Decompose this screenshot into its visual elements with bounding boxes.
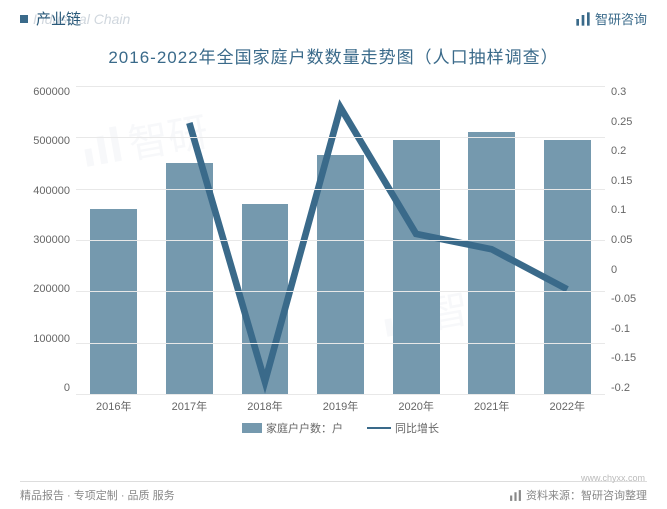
plot xyxy=(76,86,605,394)
x-axis-labels: 2016年2017年2018年2019年2020年2021年2022年 xyxy=(76,398,605,414)
header-left: 产业链 Industrial Chain xyxy=(20,8,130,29)
grid-line xyxy=(76,137,605,138)
footer-source: 资料来源：智研咨询整理 xyxy=(526,487,647,503)
header: 产业链 Industrial Chain 智研咨询 xyxy=(0,0,667,33)
x-tick: 2016年 xyxy=(76,398,152,414)
y-axis-right: 0.3 0.25 0.2 0.15 0.1 0.05 0 -0.05 -0.1 -0.15 -0.2 xyxy=(605,86,647,394)
bar xyxy=(90,209,137,394)
bar xyxy=(393,140,440,394)
bar xyxy=(166,163,213,394)
y-left-tick: 400000 xyxy=(20,185,70,197)
grid-line xyxy=(76,189,605,190)
footer-left: 精品报告 · 专项定制 · 品质 服务 xyxy=(20,487,175,503)
grid-line xyxy=(76,86,605,87)
y-right-tick: -0.15 xyxy=(611,352,647,364)
grid-line xyxy=(76,240,605,241)
legend-item-line: 同比增长 xyxy=(367,420,439,436)
y-right-tick: 0.25 xyxy=(611,116,647,128)
x-tick: 2019年 xyxy=(303,398,379,414)
legend-line-swatch xyxy=(367,427,391,429)
y-left-tick: 300000 xyxy=(20,234,70,246)
legend-line-label: 同比增长 xyxy=(395,420,439,436)
x-tick: 2020年 xyxy=(378,398,454,414)
bar-chart-icon xyxy=(575,11,591,27)
bar-chart-icon xyxy=(509,489,522,502)
header-title-cn: 产业链 xyxy=(36,8,81,29)
y-right-tick: 0 xyxy=(611,264,647,276)
y-right-tick: -0.1 xyxy=(611,323,647,335)
y-left-tick: 100000 xyxy=(20,333,70,345)
bar xyxy=(544,140,591,394)
legend-bar-swatch xyxy=(242,423,262,433)
x-tick: 2022年 xyxy=(529,398,605,414)
brand-name: 智研咨询 xyxy=(595,9,647,28)
x-tick: 2017年 xyxy=(152,398,228,414)
chart-area: 600000 500000 400000 300000 200000 100000 0 0.… xyxy=(20,86,647,436)
y-right-tick: -0.05 xyxy=(611,293,647,305)
bar xyxy=(317,155,364,394)
legend-bar-label: 家庭户户数：户 xyxy=(266,420,343,436)
x-tick: 2018年 xyxy=(227,398,303,414)
footer-right: 资料来源：智研咨询整理 xyxy=(509,487,647,503)
y-right-tick: 0.15 xyxy=(611,175,647,187)
legend: 家庭户户数：户 同比增长 xyxy=(76,420,605,436)
site-url: www.chyxx.com xyxy=(581,473,645,483)
chart-title: 2016-2022年全国家庭户数数量走势图（人口抽样调查） xyxy=(0,43,667,68)
y-right-tick: 0.05 xyxy=(611,234,647,246)
grid-line xyxy=(76,291,605,292)
legend-item-bar: 家庭户户数：户 xyxy=(242,420,343,436)
y-right-tick: 0.2 xyxy=(611,145,647,157)
y-left-tick: 200000 xyxy=(20,283,70,295)
y-right-tick: 0.1 xyxy=(611,204,647,216)
grid-line xyxy=(76,343,605,344)
x-tick: 2021年 xyxy=(454,398,530,414)
footer: 精品报告 · 专项定制 · 品质 服务 资料来源：智研咨询整理 xyxy=(0,481,667,509)
bar xyxy=(468,132,515,394)
y-left-tick: 0 xyxy=(20,382,70,394)
y-axis-left: 600000 500000 400000 300000 200000 100000 0 xyxy=(20,86,76,394)
bar xyxy=(242,204,289,394)
y-right-tick: 0.3 xyxy=(611,86,647,98)
grid-line xyxy=(76,394,605,395)
y-left-tick: 500000 xyxy=(20,135,70,147)
bullet-icon xyxy=(20,15,28,23)
y-right-tick: -0.2 xyxy=(611,382,647,394)
brand-top: 智研咨询 xyxy=(575,9,647,28)
y-left-tick: 600000 xyxy=(20,86,70,98)
